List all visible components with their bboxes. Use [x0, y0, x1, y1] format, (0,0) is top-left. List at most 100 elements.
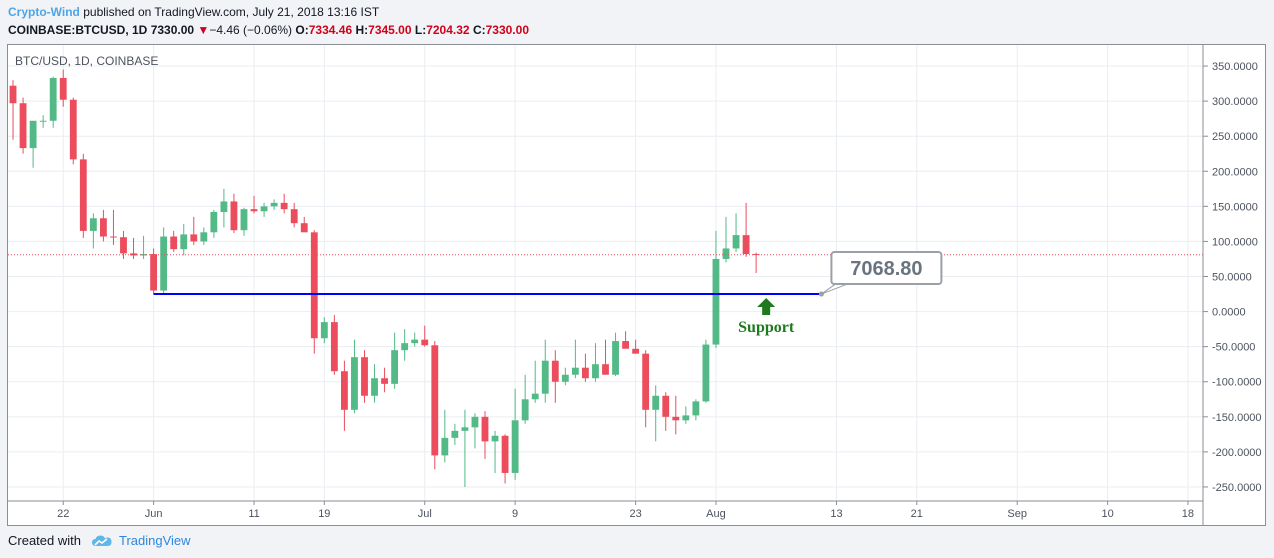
candle-body	[29, 120, 37, 149]
y-tick-label: 150.0000	[1212, 201, 1258, 213]
candle-body	[421, 339, 429, 346]
y-tick-label: 200.0000	[1212, 166, 1258, 178]
candle-body	[330, 322, 338, 372]
candle-body	[160, 236, 168, 291]
candle-body	[270, 202, 278, 207]
created-with-label: Created with	[8, 533, 81, 548]
overlays: 7068.80 Support	[8, 251, 1203, 336]
footer: Created with TradingView	[8, 533, 191, 548]
candle-body	[9, 85, 17, 104]
candle-body	[381, 378, 388, 384]
candle-body	[521, 399, 529, 421]
high-value: 7345.00	[368, 23, 412, 37]
candle-body	[431, 345, 439, 456]
support-label: Support	[738, 319, 795, 336]
candle-body	[582, 367, 589, 379]
candle-body	[320, 322, 328, 339]
candle-body	[722, 248, 730, 259]
candle-body	[632, 348, 640, 354]
symbol-label: COINBASE:BTCUSD, 1D	[8, 23, 148, 37]
candle-body	[571, 367, 579, 375]
candle-body	[642, 353, 650, 410]
x-tick-label: 22	[57, 508, 69, 520]
y-tick-label: 350.0000	[1212, 61, 1258, 73]
candles	[9, 69, 760, 487]
candle-body	[220, 201, 228, 212]
x-tick-label: 19	[318, 508, 330, 520]
candle-body	[682, 415, 690, 421]
candle-body	[411, 339, 419, 344]
y-tick-label: -50.0000	[1212, 342, 1255, 354]
close-value: 7330.00	[485, 23, 529, 37]
candle-body	[361, 357, 368, 396]
candle-body	[672, 416, 680, 421]
candle-body	[692, 401, 700, 416]
candle-body	[89, 218, 97, 231]
candle-body	[170, 236, 178, 250]
candle-body	[501, 435, 509, 473]
candle-body	[230, 201, 238, 231]
change-value: −4.46 (−0.06%)	[209, 23, 293, 37]
y-tick-label: -200.0000	[1212, 447, 1262, 459]
candlestick-chart[interactable]: 7068.80 Support 350.0000 300.0000 250.0000 2…	[8, 45, 1265, 525]
down-arrow-icon: ▼	[197, 23, 210, 37]
candle-body	[79, 159, 87, 231]
y-tick-label: 300.0000	[1212, 96, 1258, 108]
tradingview-cloud-icon[interactable]	[91, 534, 113, 548]
candle-body	[120, 237, 127, 254]
low-label: L:	[414, 23, 427, 37]
last-price: 7330.00	[150, 23, 195, 37]
x-tick-label: 23	[630, 508, 642, 520]
candle-body	[371, 378, 378, 396]
publish-info: Crypto-Wind published on TradingView.com…	[8, 4, 379, 20]
candle-body	[551, 360, 559, 382]
author-name[interactable]: Crypto-Wind	[8, 5, 80, 19]
candle-body	[712, 258, 720, 345]
candle-body	[561, 374, 569, 382]
candle-body	[59, 77, 67, 100]
x-tick-label: 11	[248, 508, 259, 520]
candle-body	[39, 120, 47, 122]
candle-body	[250, 209, 258, 212]
x-tick-label: 13	[830, 508, 842, 520]
candle-body	[19, 103, 27, 149]
support-price-label: 7068.80	[850, 258, 922, 280]
x-tick-label: 18	[1182, 508, 1194, 520]
candle-body	[310, 232, 318, 339]
candle-body	[441, 437, 449, 456]
candle-body	[280, 202, 288, 210]
grid	[8, 45, 1203, 501]
candle-body	[461, 427, 469, 431]
candle-body	[240, 209, 248, 231]
open-label: O:	[295, 23, 309, 37]
x-tick-label: Jun	[145, 508, 163, 520]
tradingview-link[interactable]: TradingView	[118, 533, 191, 548]
x-tick-label: 9	[512, 508, 518, 520]
candle-body	[612, 341, 619, 375]
candle-body	[752, 254, 760, 256]
candle-body	[190, 234, 198, 242]
x-tick-label: Aug	[706, 508, 726, 520]
chart-legend: BTC/USD, 1D, COINBASE	[15, 54, 158, 68]
candle-body	[99, 218, 107, 237]
candle-body	[260, 206, 268, 212]
candle-body	[652, 395, 660, 410]
candle-body	[180, 234, 188, 250]
candle-body	[351, 357, 358, 410]
candle-body	[401, 343, 409, 351]
y-tick-label: 0.0000	[1212, 307, 1246, 319]
x-tick-label: Sep	[1007, 508, 1027, 520]
y-tick-label: 250.0000	[1212, 131, 1258, 143]
callout-pointer	[821, 283, 848, 295]
y-tick-label: 100.0000	[1212, 236, 1258, 248]
candle-body	[340, 371, 348, 410]
candle-body	[391, 350, 399, 384]
candle-body	[451, 430, 459, 438]
quote-line: COINBASE:BTCUSD, 1D 7330.00 ▼−4.46 (−0.0…	[8, 22, 529, 38]
open-value: 7334.46	[308, 23, 353, 37]
candle-body	[702, 344, 710, 402]
chart-frame[interactable]: 7068.80 Support 350.0000 300.0000 250.0000 2…	[7, 44, 1266, 526]
high-label: H:	[355, 23, 369, 37]
candle-body	[210, 211, 218, 233]
candle-body	[531, 393, 539, 400]
